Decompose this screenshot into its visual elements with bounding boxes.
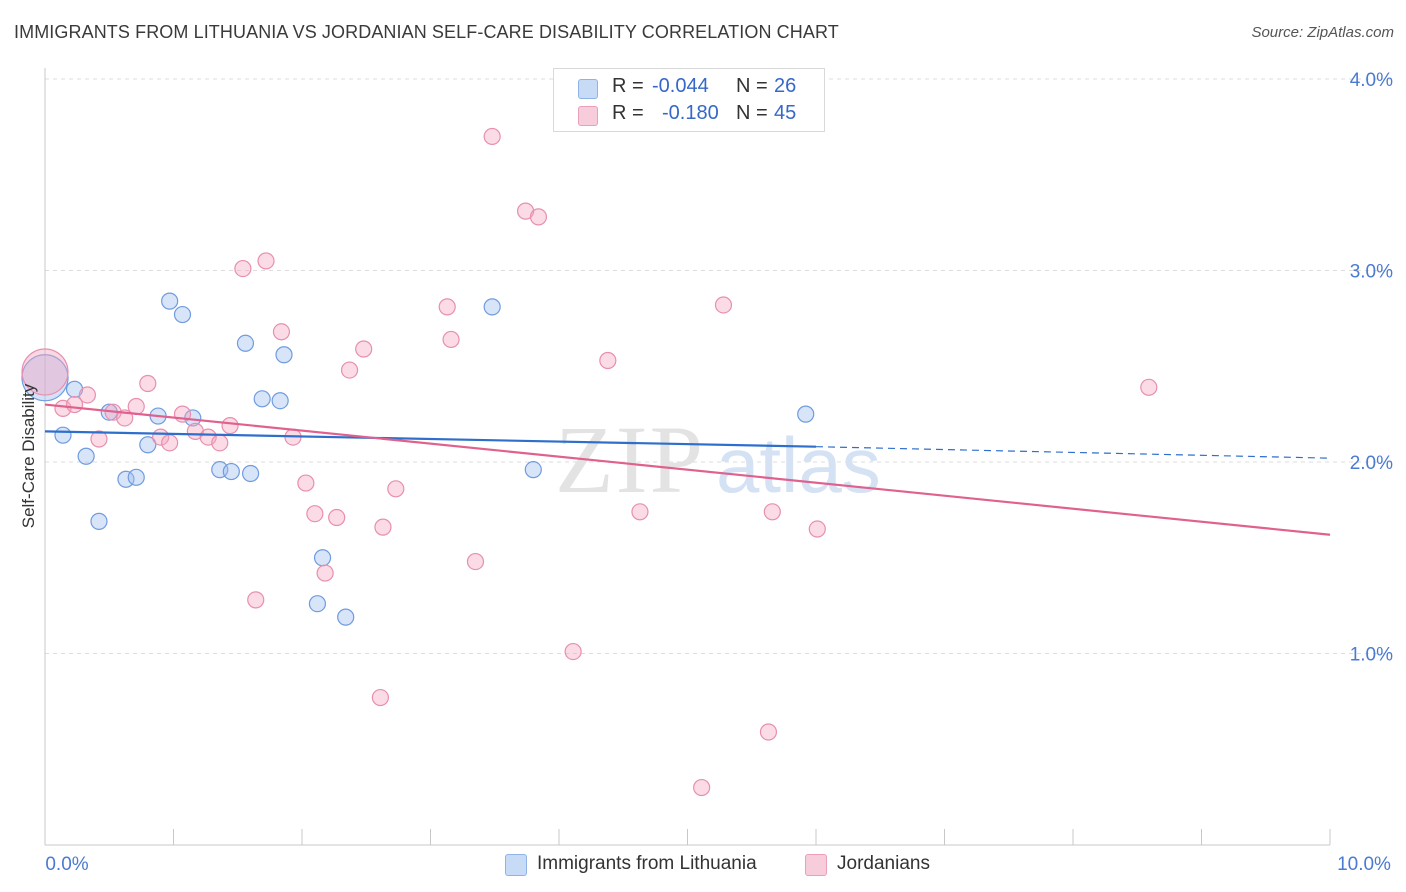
point-lithuania	[524, 461, 542, 479]
point-lithuania	[21, 354, 69, 402]
legend-swatch-jordanians	[805, 854, 827, 876]
point-lithuania	[797, 405, 815, 423]
point-jordanians	[161, 434, 179, 452]
point-lithuania	[483, 298, 501, 316]
point-jordanians	[328, 508, 346, 527]
point-jordanians	[272, 323, 291, 341]
point-jordanians	[355, 340, 373, 358]
trend-lines	[44, 403, 1331, 536]
x-tick-label: 0.0%	[45, 854, 88, 875]
point-jordanians	[371, 688, 389, 707]
stats-n-value: 45	[774, 102, 797, 124]
point-jordanians	[631, 503, 649, 521]
legend-swatch-lithuania	[505, 854, 527, 876]
point-jordanians	[139, 374, 157, 393]
point-jordanians	[257, 252, 275, 270]
point-lithuania	[173, 305, 192, 324]
stats-r-value: -0.044	[652, 75, 709, 97]
point-jordanians	[442, 330, 460, 349]
point-jordanians	[564, 642, 582, 661]
point-jordanians	[529, 208, 548, 226]
trend-line-jordanians	[44, 403, 1331, 536]
point-jordanians	[211, 434, 229, 452]
point-lithuania	[222, 462, 240, 481]
watermark-atlas: atlas	[716, 421, 881, 509]
point-jordanians	[316, 564, 334, 582]
grid-lines	[45, 78, 1392, 654]
point-jordanians	[763, 503, 781, 521]
point-lithuania	[253, 390, 271, 408]
data-points	[21, 127, 1158, 797]
point-jordanians	[466, 552, 485, 571]
stats-swatch-lithuania	[578, 79, 598, 99]
point-jordanians	[808, 520, 826, 538]
point-jordanians	[127, 397, 145, 416]
point-lithuania	[236, 334, 255, 352]
x-tick-label: 10.0%	[1337, 854, 1391, 875]
point-jordanians	[234, 259, 252, 278]
point-lithuania	[127, 468, 145, 486]
point-lithuania	[337, 608, 355, 626]
point-lithuania	[139, 436, 157, 454]
point-jordanians	[1140, 378, 1158, 396]
trend-line-lithuania-extension	[815, 446, 1331, 459]
point-jordanians	[221, 417, 239, 435]
point-jordanians	[78, 386, 97, 404]
point-lithuania	[161, 292, 179, 310]
point-jordanians	[306, 505, 324, 523]
y-tick-label: 1.0%	[1350, 645, 1393, 666]
y-tick-label: 3.0%	[1350, 262, 1393, 283]
point-jordanians	[247, 591, 265, 609]
point-jordanians	[483, 127, 501, 146]
stats-box: R = -0.044 N = 26 R = -0.180 N = 45	[553, 68, 825, 132]
chart-title: IMMIGRANTS FROM LITHUANIA VS JORDANIAN S…	[14, 22, 839, 42]
trend-line-lithuania	[44, 430, 817, 448]
point-jordanians	[21, 348, 69, 396]
y-tick-label: 4.0%	[1350, 70, 1393, 91]
point-jordanians	[90, 430, 108, 448]
point-lithuania	[242, 464, 260, 483]
point-lithuania	[271, 392, 289, 410]
stats-n-label: N =	[736, 102, 768, 124]
point-lithuania	[275, 346, 293, 364]
point-lithuania	[54, 426, 72, 444]
point-jordanians	[759, 723, 778, 741]
tick-labels: 1.0% 2.0% 3.0% 4.0% 0.0% 10.0%	[45, 70, 1393, 875]
stats-n-value: 26	[774, 75, 797, 97]
point-lithuania	[117, 470, 135, 488]
point-jordanians	[693, 778, 711, 797]
legend-label-jordanians: Jordanians	[837, 853, 930, 874]
stats-r-value: -0.180	[662, 102, 719, 124]
stats-swatch-jordanians	[578, 106, 598, 126]
stats-n-label: N =	[736, 75, 768, 97]
point-jordanians	[340, 361, 359, 379]
point-jordanians	[297, 474, 315, 492]
point-jordanians	[599, 351, 617, 370]
chart-source: Source: ZipAtlas.com	[1251, 24, 1394, 41]
point-jordanians	[438, 298, 456, 316]
legend-label-lithuania: Immigrants from Lithuania	[537, 853, 757, 874]
y-tick-label: 2.0%	[1350, 453, 1393, 474]
watermark: ZIP atlas	[555, 406, 881, 513]
point-lithuania	[313, 549, 332, 567]
point-lithuania	[308, 595, 327, 613]
point-jordanians	[714, 296, 733, 314]
point-jordanians	[387, 480, 405, 498]
point-lithuania	[90, 512, 108, 530]
axes	[44, 68, 1331, 846]
stats-r-label: R =	[612, 102, 644, 124]
point-lithuania	[77, 447, 95, 465]
point-jordanians	[374, 518, 392, 536]
stats-r-label: R =	[612, 75, 644, 97]
y-axis-label: Self-Care Disability	[19, 383, 38, 528]
